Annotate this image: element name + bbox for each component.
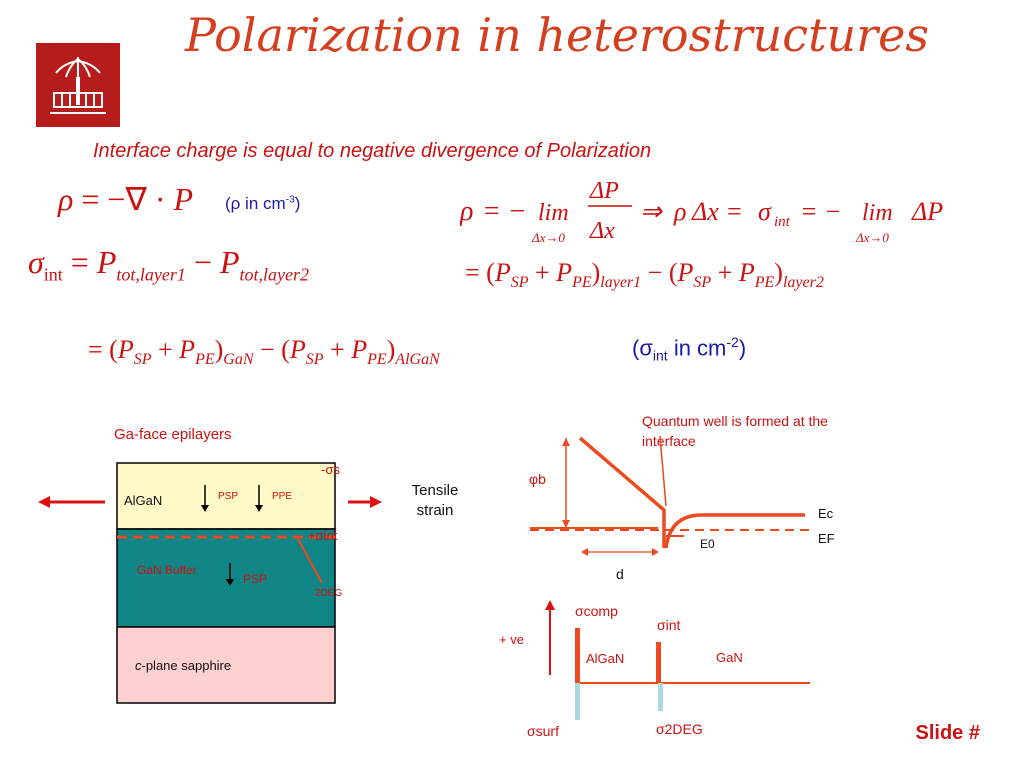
palmetto-seal-icon: [50, 57, 106, 114]
phi-b-label: φb: [529, 471, 546, 487]
quantum-well-pointer: [659, 435, 667, 507]
plus-ve-arrow-icon: [545, 600, 555, 610]
equation-sigma-int: σint = Ptot,layer1 − Ptot,layer2: [28, 244, 309, 285]
subtitle: Interface charge is equal to negative di…: [93, 140, 652, 162]
svg-text:σ: σ: [758, 197, 772, 226]
svg-text:Δx→0: Δx→0: [531, 230, 565, 245]
slide-title: Polarization in heterostructures: [184, 8, 930, 62]
gan-buffer-layer: [116, 528, 336, 628]
gan-charge-label: GaN: [716, 650, 743, 665]
ppe-top-label: PPE: [272, 491, 293, 502]
ppe-arrow-icon: [255, 505, 263, 512]
equation-layers: = (PSP + PPE)layer1 − (PSP + PPE)layer2: [465, 258, 824, 292]
sapphire-label: c-plane sapphire: [135, 658, 232, 673]
equation-limit: ρ = − lim Δx→0 ΔP Δx ⇒ ρ Δx = σ int = − …: [459, 178, 960, 258]
psp-arrow-icon: [201, 505, 209, 512]
unit-rho-note: (ρ in cm-3): [225, 194, 301, 213]
ec-label: Ec: [818, 506, 834, 521]
svg-text:ΔP: ΔP: [911, 197, 943, 226]
equation-divergence: ρ = −∇ · P: [58, 181, 194, 217]
sigma-s-label: -σs: [321, 462, 340, 477]
svg-text:ρ: ρ: [460, 196, 473, 227]
sigma-comp-bar: [575, 628, 580, 683]
algan-conduction-band: [578, 436, 666, 548]
svg-text:⇒: ⇒: [640, 197, 663, 226]
phi-b-arrow-top-icon: [562, 438, 570, 446]
tensile-strain-label: Tensile strain: [411, 482, 459, 519]
slide-number: Slide #: [915, 722, 980, 744]
equation-gan-algan: = (PSP + PPE)GaN − (PSP + PPE)AlGaN: [88, 335, 440, 369]
sigma-int-charge-label: σint: [657, 617, 681, 633]
sigma-int-bar: [656, 642, 661, 683]
phi-b-arrow-bottom-icon: [562, 520, 570, 528]
left-strain-arrow-icon: [38, 496, 50, 508]
algan-label: AlGaN: [124, 493, 163, 508]
gan-buffer-label: GaN Buffer: [137, 563, 197, 577]
quantum-well-note: Quantum well is formed at the interface: [642, 413, 828, 449]
right-strain-arrow-icon: [370, 496, 382, 508]
svg-text:Δx: Δx: [589, 218, 615, 244]
svg-text:Δx→0: Δx→0: [855, 230, 889, 245]
e0-label: E0: [700, 537, 715, 551]
sigma-surf-label: σsurf: [527, 723, 559, 739]
d-label: d: [616, 566, 624, 582]
sigma-int-label: +σint: [308, 528, 338, 543]
plus-ve-label: + ve: [499, 632, 524, 647]
unit-sigma-note: (σint in cm-2): [632, 334, 747, 364]
psp-bottom-label: PSP: [243, 572, 268, 586]
sigma-comp-label: σcomp: [575, 603, 618, 619]
band-diagram: [530, 435, 812, 720]
svg-text:Δx =: Δx =: [691, 197, 743, 226]
svg-text:lim: lim: [862, 200, 893, 226]
university-logo: [36, 43, 120, 127]
layer-stack-diagram: [38, 462, 382, 704]
layers-heading: Ga-face epilayers: [114, 426, 232, 443]
psp-top-label: PSP: [218, 491, 239, 502]
algan-layer: [116, 462, 336, 530]
svg-text:int: int: [774, 214, 791, 230]
sigma-2deg-label: σ2DEG: [656, 721, 703, 737]
svg-text:ΔP: ΔP: [589, 178, 619, 204]
ef-label: EF: [818, 531, 835, 546]
svg-text:= −: = −: [482, 196, 527, 227]
gan-conduction-band: [664, 513, 805, 549]
svg-text:ρ: ρ: [673, 197, 686, 226]
2deg-label: 2DEG: [315, 588, 343, 599]
limit-equation-graphic: ρ = − lim Δx→0 ΔP Δx ⇒ ρ Δx = σ int = − …: [459, 178, 943, 245]
svg-text:lim: lim: [538, 200, 569, 226]
sigma-2deg-bar: [658, 683, 663, 711]
psp-gan-arrow-icon: [226, 579, 234, 586]
sigma-surf-bar: [575, 683, 580, 720]
2deg-pointer: [297, 538, 323, 584]
sapphire-layer: [116, 626, 336, 704]
svg-text:= −: = −: [800, 197, 842, 226]
algan-charge-label: AlGaN: [586, 651, 625, 666]
